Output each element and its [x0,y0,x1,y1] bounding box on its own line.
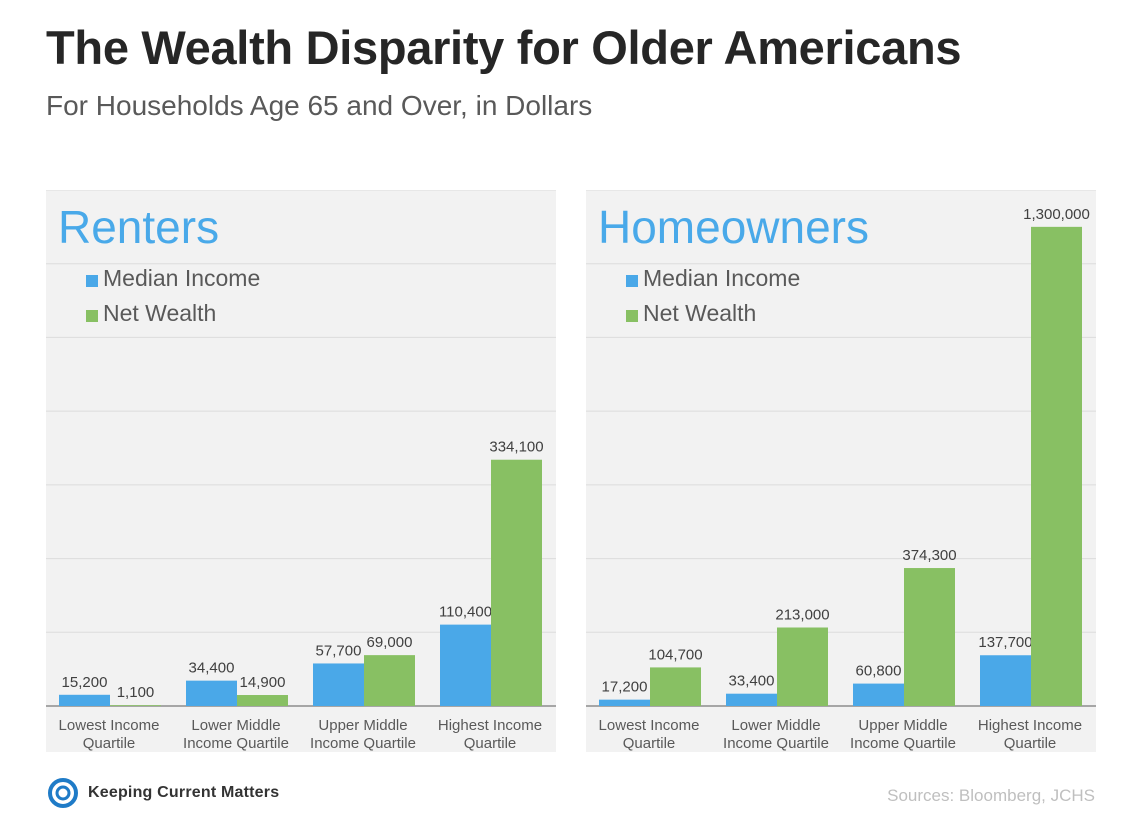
legend-label: Median Income [103,265,260,291]
brand-name: Keeping Current Matters [88,784,280,801]
legend-label: Median Income [643,265,800,291]
bar [237,695,288,706]
bar [904,568,955,706]
chart-homeowners: Homeowners Median Income Net Wealth 17,200 1… [586,190,1096,752]
bar [1031,226,1082,706]
data-label: 17,200 [602,679,648,696]
brand-logo: Keeping Current Matters [48,778,279,808]
data-label: 34,400 [189,660,235,677]
legend-swatch [86,310,98,322]
bar [980,655,1031,706]
page-title: The Wealth Disparity for Older Americans [46,21,962,74]
category-label: Quartile [623,735,676,752]
chart-title: Homeowners [598,201,869,253]
category-label: Highest Income [438,717,542,734]
data-label: 137,700 [978,634,1032,651]
category-label: Upper Middle [318,717,407,734]
page-subtitle: For Households Age 65 and Over, in Dolla… [46,90,593,121]
bar [777,627,828,706]
category-label: Income Quartile [850,735,956,752]
category-label: Lower Middle [191,717,280,734]
bar [650,667,701,706]
bar [599,699,650,706]
category-label: Income Quartile [723,735,829,752]
data-label: 334,100 [489,439,543,456]
category-label: Highest Income [978,717,1082,734]
legend-swatch [626,310,638,322]
chart-title: Renters [58,201,219,253]
category-label: Income Quartile [310,735,416,752]
category-label: Lowest Income [599,717,700,734]
data-label: 110,400 [439,604,492,621]
chart-svg: Renters Median Income Net Wealth 15,200 1,10… [46,190,556,752]
sources-note: Sources: Bloomberg, JCHS [887,786,1095,805]
data-label: 1,100 [117,684,155,701]
bar [110,705,161,706]
legend-swatch [86,275,98,287]
kcm-logo-icon [48,778,78,808]
bar [313,663,364,706]
category-label: Quartile [83,735,136,752]
bar [59,694,110,706]
category-label: Quartile [1004,735,1057,752]
category-label: Income Quartile [183,735,289,752]
bar [364,655,415,706]
data-label: 15,200 [62,674,108,691]
data-label: 213,000 [775,606,829,623]
data-label: 33,400 [729,673,775,690]
category-label: Lowest Income [59,717,160,734]
data-label: 57,700 [316,642,362,659]
bar [853,683,904,706]
data-label: 69,000 [367,634,413,651]
bar [186,680,237,706]
data-label: 1,300,000 [1023,206,1090,223]
data-label: 60,800 [856,663,902,680]
bar [440,624,491,706]
chart-renters: Renters Median Income Net Wealth 15,200 1,10… [46,190,556,752]
category-label: Upper Middle [858,717,947,734]
category-label: Lower Middle [731,717,820,734]
category-label: Quartile [464,735,517,752]
legend-label: Net Wealth [643,300,756,326]
data-label: 374,300 [902,547,956,564]
legend-label: Net Wealth [103,300,216,326]
bar [491,459,542,706]
bar [726,693,777,706]
data-label: 14,900 [240,674,286,691]
data-label: 104,700 [648,646,702,663]
legend-swatch [626,275,638,287]
